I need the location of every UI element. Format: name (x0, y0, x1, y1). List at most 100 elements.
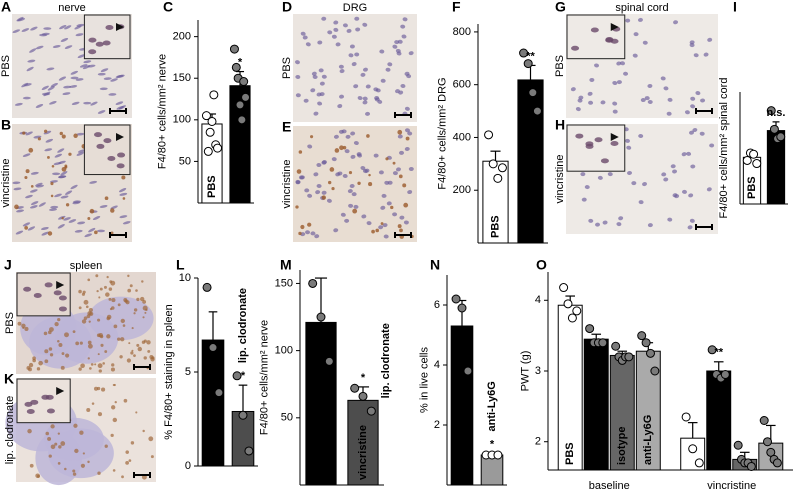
stain (334, 148, 340, 153)
stain (97, 353, 100, 356)
nucleus (397, 134, 403, 139)
nucleus (625, 18, 631, 23)
nucleus (96, 143, 105, 149)
stain (73, 133, 78, 138)
stain (307, 222, 312, 227)
nucleus (673, 20, 679, 25)
stain (79, 430, 84, 435)
nucleus (105, 24, 114, 30)
scale-bar (109, 232, 127, 238)
stain (81, 319, 87, 324)
stain (402, 183, 407, 188)
stain (110, 367, 116, 372)
nucleus (33, 292, 42, 298)
nucleus (27, 59, 36, 63)
stain (97, 412, 103, 417)
nucleus (699, 131, 705, 136)
scale-bar (695, 108, 713, 114)
stain (60, 365, 65, 370)
image-label: PBS (0, 55, 12, 77)
data-point (214, 388, 224, 398)
nucleus (400, 83, 406, 89)
bar-label: PBS (564, 442, 576, 465)
stain (300, 224, 305, 230)
nucleus (305, 230, 311, 235)
nucleus (88, 227, 96, 233)
y-tick-label: 200 (173, 31, 191, 43)
nucleus (295, 179, 301, 184)
nucleus (610, 140, 619, 146)
stain (125, 450, 129, 454)
data-point (572, 306, 582, 316)
nucleus (117, 152, 126, 158)
stain (86, 408, 91, 413)
stain (327, 180, 332, 185)
stain (110, 433, 114, 438)
stain (146, 340, 151, 345)
nucleus (298, 175, 304, 180)
stain (57, 340, 60, 343)
nucleus (407, 190, 413, 195)
data-point (239, 77, 249, 87)
nucleus (600, 100, 606, 105)
stain (51, 164, 55, 168)
stain (129, 284, 133, 288)
nucleus (382, 223, 388, 228)
nucleus (97, 110, 106, 114)
stain (93, 386, 99, 391)
stain (48, 330, 52, 335)
nucleus (644, 96, 650, 101)
stain (117, 337, 121, 341)
stain (96, 386, 101, 391)
stain (29, 463, 34, 468)
nucleus (399, 215, 405, 220)
stain (61, 134, 66, 139)
nucleus (316, 183, 322, 188)
nucleus (709, 143, 715, 148)
stain (79, 341, 83, 345)
stain (143, 356, 147, 360)
stain (385, 157, 389, 161)
nucleus (102, 40, 111, 46)
y-tick-label: 200 (453, 184, 471, 196)
nucleus (686, 151, 692, 156)
nucleus (331, 34, 337, 39)
nucleus (35, 45, 44, 50)
panel-letter: B (1, 117, 11, 133)
nucleus (319, 92, 325, 97)
stain (64, 332, 69, 338)
stain (96, 289, 99, 293)
data-point (457, 303, 467, 313)
nucleus (87, 64, 96, 68)
bar-label: PBS (746, 176, 758, 199)
nucleus (77, 221, 86, 225)
nucleus (348, 203, 354, 208)
stain (125, 300, 130, 305)
nucleus (44, 282, 53, 288)
stain (78, 306, 82, 310)
nucleus (122, 221, 131, 225)
bar-label: anti-Ly6G (642, 415, 654, 465)
panel-letter: F (452, 0, 461, 15)
nucleus (616, 61, 622, 66)
stain (135, 411, 138, 414)
data-point (519, 48, 529, 58)
data-point (484, 130, 494, 140)
stain (392, 161, 396, 165)
data-point (766, 106, 776, 116)
nucleus (631, 181, 637, 186)
nucleus (295, 74, 301, 79)
image-label: vincristine (281, 160, 293, 209)
data-point (611, 341, 621, 351)
nucleus (351, 192, 357, 197)
nucleus (594, 63, 600, 68)
stain (91, 402, 95, 405)
nucleus (88, 37, 97, 43)
stain (72, 330, 76, 334)
panel-letter: C (163, 0, 173, 15)
nucleus (118, 105, 126, 110)
nucleus (590, 27, 599, 33)
nucleus (587, 91, 593, 96)
stain (112, 469, 116, 472)
